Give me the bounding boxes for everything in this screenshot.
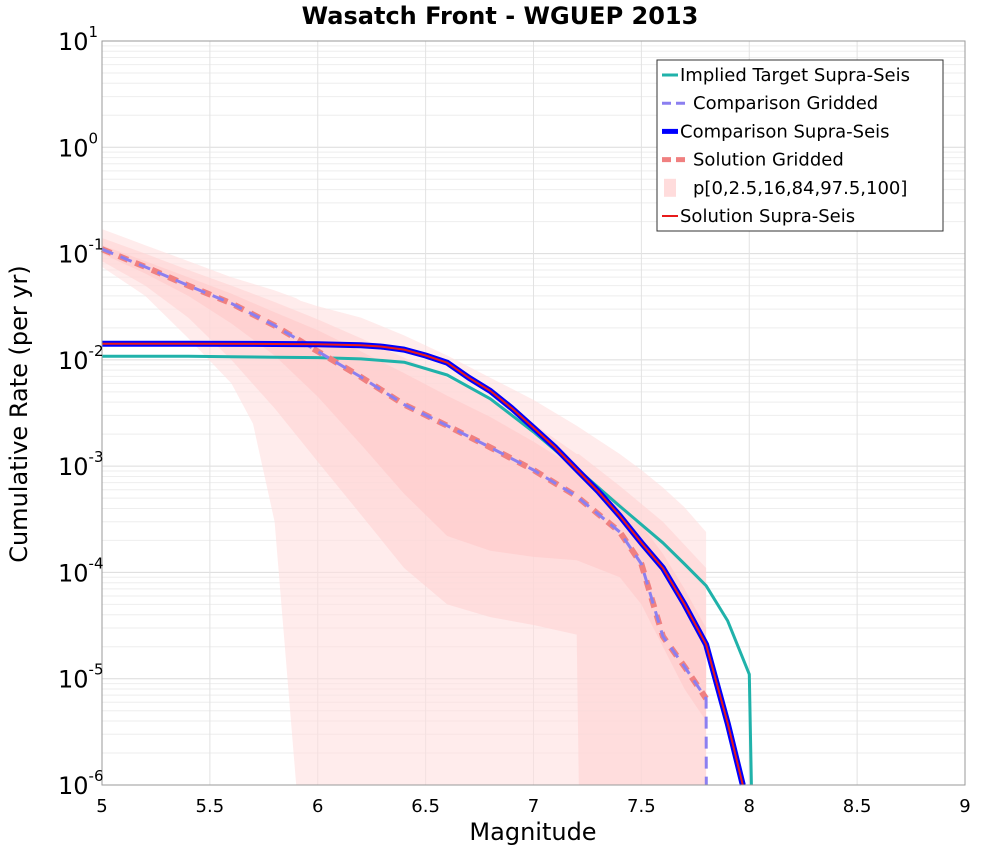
legend-label: p[0,2.5,16,84,97.5,100] bbox=[693, 178, 907, 199]
legend-label: Solution Supra-Seis bbox=[680, 206, 855, 227]
legend-label: Comparison Supra-Seis bbox=[680, 121, 890, 142]
x-tick-label: 8 bbox=[744, 796, 755, 817]
y-tick-label: 10-3 bbox=[58, 448, 104, 481]
series-lines bbox=[100, 246, 753, 786]
plot-frame bbox=[101, 40, 966, 786]
y-tick-label: 100 bbox=[58, 129, 98, 162]
y-tick-label: 10-2 bbox=[58, 342, 104, 375]
legend-box bbox=[656, 59, 944, 232]
y-tick-label: 10-5 bbox=[58, 661, 104, 694]
y-tick-label: 10-4 bbox=[58, 554, 104, 587]
y-tick-label: 10-1 bbox=[58, 236, 104, 269]
y-tick-labels: 101 100 10-1 10-2 10-3 10-4 10-5 10-6 bbox=[58, 23, 104, 800]
percentile-band-2 bbox=[102, 245, 707, 721]
y-tick-label: 101 bbox=[58, 23, 98, 56]
legend-swatch bbox=[664, 178, 676, 197]
x-tick-label: 5.5 bbox=[196, 796, 225, 817]
series-line-5 bbox=[102, 342, 744, 786]
chart-title: Wasatch Front - WGUEP 2013 bbox=[302, 2, 699, 30]
x-tick-label: 7 bbox=[528, 796, 539, 817]
legend-label: Comparison Gridded bbox=[693, 93, 878, 114]
percentile-band-1 bbox=[102, 238, 707, 785]
x-tick-label: 9 bbox=[959, 796, 970, 817]
x-tick-label: 6 bbox=[312, 796, 323, 817]
x-tick-label: 6.5 bbox=[411, 796, 440, 817]
x-tick-labels: 5 5.5 6 6.5 7 7.5 8 8.5 9 bbox=[96, 796, 970, 817]
x-axis-label: Magnitude bbox=[469, 818, 596, 846]
series-line-0 bbox=[102, 354, 753, 786]
x-tick-label: 7.5 bbox=[627, 796, 656, 817]
y-tick-label: 10-6 bbox=[58, 767, 104, 800]
x-tick-label: 5 bbox=[96, 796, 107, 817]
y-axis-label: Cumulative Rate (per yr) bbox=[5, 265, 33, 563]
legend-label: Implied Target Supra-Seis bbox=[680, 65, 910, 86]
percentile-bands bbox=[102, 229, 707, 786]
series-line-3 bbox=[100, 246, 709, 701]
legend-label: Solution Gridded bbox=[693, 150, 844, 171]
legend: Implied Target Supra-Seis Comparison Grid… bbox=[656, 59, 944, 232]
x-tick-label: 8.5 bbox=[843, 796, 872, 817]
